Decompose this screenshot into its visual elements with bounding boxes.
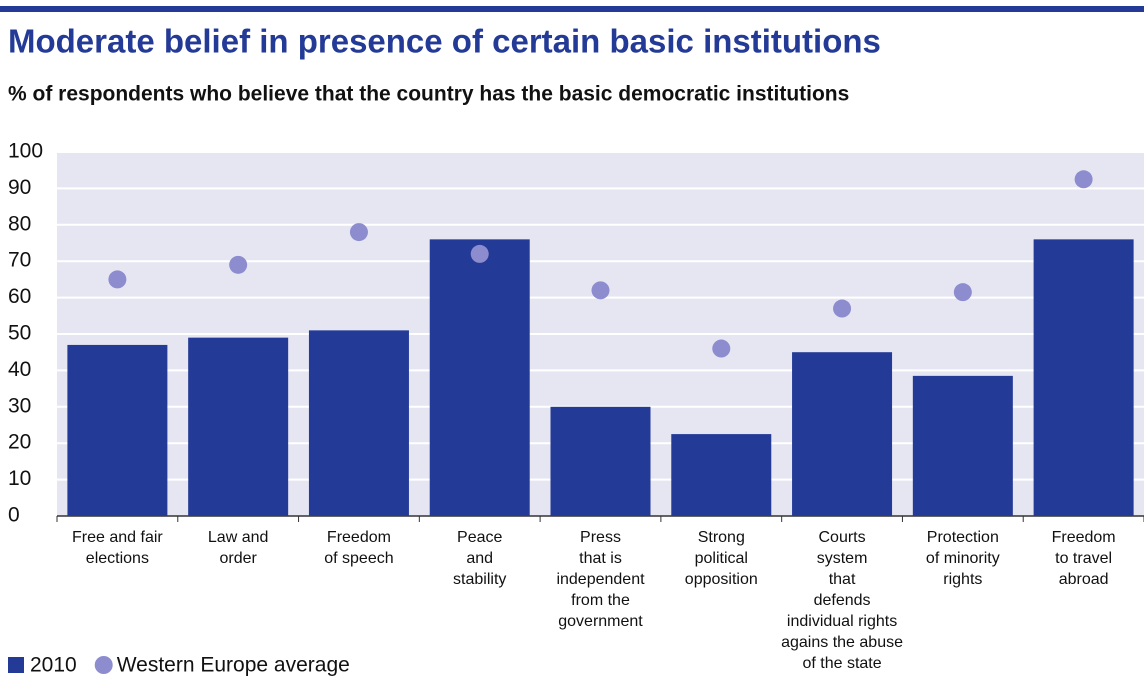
bar [912, 375, 1013, 516]
bar [671, 434, 772, 516]
y-tick-label: 90 [8, 176, 31, 199]
bar [67, 344, 168, 516]
x-tick-label: Strong political opposition [685, 529, 758, 588]
dot [229, 255, 248, 274]
x-tick-label: Freedom of speech [324, 529, 393, 567]
top-rule [0, 6, 1144, 12]
dot [953, 283, 972, 302]
y-tick-label: 20 [8, 431, 31, 454]
dot [833, 299, 852, 318]
legend-label: Western Europe average [117, 654, 350, 677]
x-tick-label: Law and order [208, 529, 269, 567]
dot [349, 223, 368, 242]
y-tick-label: 100 [8, 140, 43, 163]
chart-subtitle: % of respondents who believe that the co… [8, 83, 849, 106]
y-tick-label: 10 [8, 467, 31, 490]
dot [712, 339, 731, 358]
dot [470, 244, 489, 263]
x-tick-label: Protection of minority rights [926, 529, 1000, 588]
y-tick-label: 0 [8, 504, 20, 527]
legend-swatch [94, 656, 113, 674]
x-tick-label: Press that is independent from the governmen… [556, 529, 645, 630]
x-tick-label: Peace and stability [453, 529, 506, 588]
bar [792, 352, 893, 516]
chart-title: Moderate belief in presence of certain b… [8, 23, 881, 60]
bar [308, 330, 409, 516]
y-tick-label: 40 [8, 358, 31, 381]
x-tick-label: Freedom to travel abroad [1052, 529, 1116, 588]
y-tick-label: 80 [8, 212, 31, 235]
dot [591, 281, 610, 300]
legend-label: 2010 [30, 654, 77, 677]
dot [1074, 170, 1093, 189]
legend-swatch [8, 657, 24, 673]
y-tick-label: 60 [8, 285, 31, 308]
dot [108, 270, 127, 289]
y-tick-label: 70 [8, 249, 31, 272]
y-tick-label: 50 [8, 322, 31, 345]
bar [188, 337, 289, 516]
y-tick-label: 30 [8, 394, 31, 417]
bar [550, 406, 651, 516]
bar [429, 239, 530, 517]
bar [1033, 239, 1134, 517]
x-tick-label: Courts system that defends individual rights… [781, 529, 903, 672]
x-tick-label: Free and fair elections [72, 529, 163, 567]
